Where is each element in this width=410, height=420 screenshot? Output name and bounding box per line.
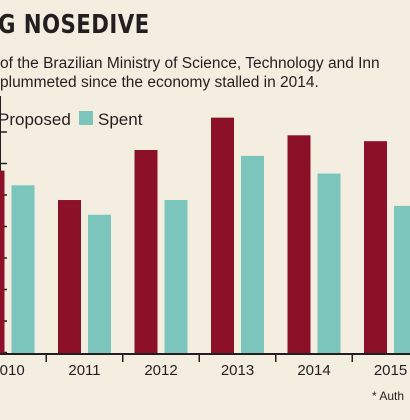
x-tick-label-2015: 2015 bbox=[374, 362, 407, 379]
bar-proposed-2012 bbox=[134, 150, 158, 353]
footnote: * Auth bbox=[372, 389, 405, 403]
bar-spent-2015 bbox=[394, 205, 410, 353]
bar-spent-2012 bbox=[164, 200, 188, 353]
x-tick-label-2010: 2010 bbox=[0, 362, 25, 379]
bar-spent-2011 bbox=[88, 214, 111, 353]
legend-label-spent: Spent bbox=[98, 110, 143, 129]
bar-proposed-2014 bbox=[287, 135, 311, 353]
bar-proposed-2013 bbox=[211, 117, 234, 354]
bar-spent-2010 bbox=[11, 185, 35, 353]
legend-label-proposed: Proposed bbox=[0, 110, 71, 129]
legend-swatch-spent bbox=[79, 111, 93, 125]
bar-proposed-2010 bbox=[0, 170, 5, 353]
bar-proposed-2015 bbox=[364, 141, 387, 353]
x-tick-label-2012: 2012 bbox=[144, 362, 177, 379]
bar-spent-2014 bbox=[317, 173, 341, 353]
chart-subtitle: of the Brazilian Ministry of Science, Te… bbox=[0, 54, 410, 92]
subtitle-line-1: of the Brazilian Ministry of Science, Te… bbox=[0, 55, 380, 72]
x-tick-label-2013: 2013 bbox=[221, 362, 254, 379]
chart-title: G NOSEDIVE bbox=[0, 10, 150, 40]
x-tick-label-2011: 2011 bbox=[68, 362, 100, 379]
subtitle-line-2: plummeted since the economy stalled in 2… bbox=[0, 74, 319, 91]
bar-spent-2013 bbox=[241, 155, 264, 353]
bar-proposed-2011 bbox=[58, 200, 81, 353]
x-tick-label-2014: 2014 bbox=[297, 362, 330, 379]
